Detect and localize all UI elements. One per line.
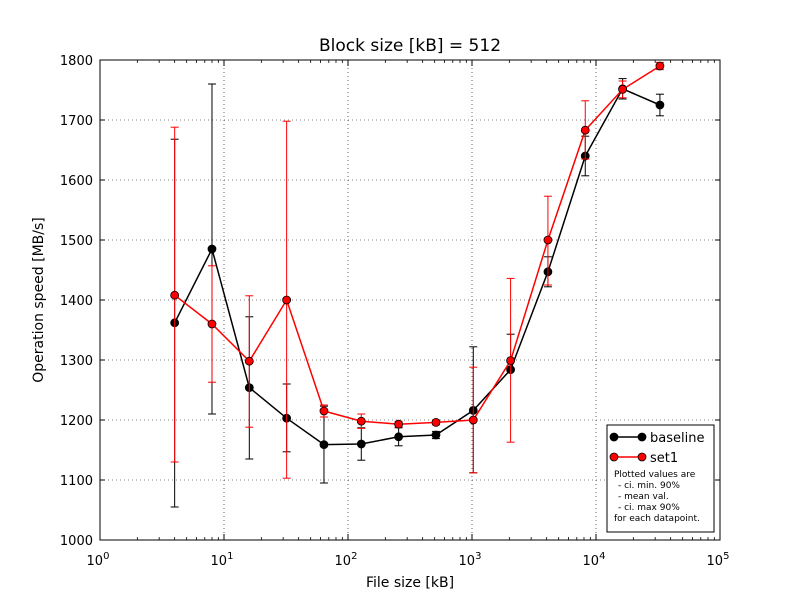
y-tick-label: 1500 — [60, 234, 93, 249]
legend-note-line-1: Plotted values are — [614, 470, 696, 480]
y-tick-label: 1100 — [60, 474, 93, 489]
data-point — [618, 85, 627, 94]
data-point — [431, 430, 441, 440]
data-point — [543, 235, 553, 245]
series-line — [174, 65, 661, 425]
legend-note-line-5: for each datapoint. — [614, 514, 700, 524]
y-tick-label: 1700 — [60, 114, 93, 129]
data-point — [655, 61, 665, 71]
data-point — [319, 440, 329, 450]
legend-note-line-2: - ci. min. 90% — [618, 481, 680, 491]
chart-title: Block size [kB] = 512 — [319, 36, 501, 56]
legend-marker-baseline — [609, 432, 619, 442]
legend-label-set1: set1 — [650, 451, 678, 466]
data-point — [356, 416, 366, 426]
y-tick-label: 1600 — [60, 174, 93, 189]
y-tick-label: 1000 — [60, 534, 93, 549]
data-point — [170, 290, 180, 300]
legend-note-line-3: - mean val. — [618, 492, 669, 502]
y-tick-label: 1200 — [60, 414, 93, 429]
data-point — [207, 319, 217, 329]
y-tick-label: 1800 — [60, 54, 93, 69]
data-point — [655, 100, 665, 110]
series-layer — [170, 61, 665, 508]
data-point — [506, 356, 516, 366]
legend-box — [606, 424, 715, 533]
data-point — [580, 125, 590, 135]
y-tick-label: 1300 — [60, 354, 93, 369]
legend-marker-set1 — [609, 452, 619, 462]
y-axis-label: Operation speed [MB/s] — [31, 217, 47, 382]
data-point — [319, 406, 329, 416]
series-line — [173, 87, 661, 446]
data-point — [468, 415, 478, 425]
legend-marker-baseline-end — [637, 432, 647, 442]
data-point — [282, 295, 292, 305]
data-point — [431, 417, 441, 427]
legend-label-baseline: baseline — [650, 431, 704, 446]
legend: baseline set1 Plotted values are - ci. m… — [606, 424, 715, 533]
data-point — [207, 244, 217, 254]
data-point — [356, 439, 366, 449]
x-axis-label: File size [kB] — [366, 575, 454, 591]
series-set1 — [170, 61, 665, 479]
data-point — [394, 419, 404, 429]
legend-marker-set1-end — [637, 452, 647, 462]
data-point — [244, 356, 254, 366]
data-point — [394, 432, 404, 442]
y-tick-label: 1400 — [60, 294, 93, 309]
legend-note-line-4: - ci. max 90% — [618, 503, 680, 513]
